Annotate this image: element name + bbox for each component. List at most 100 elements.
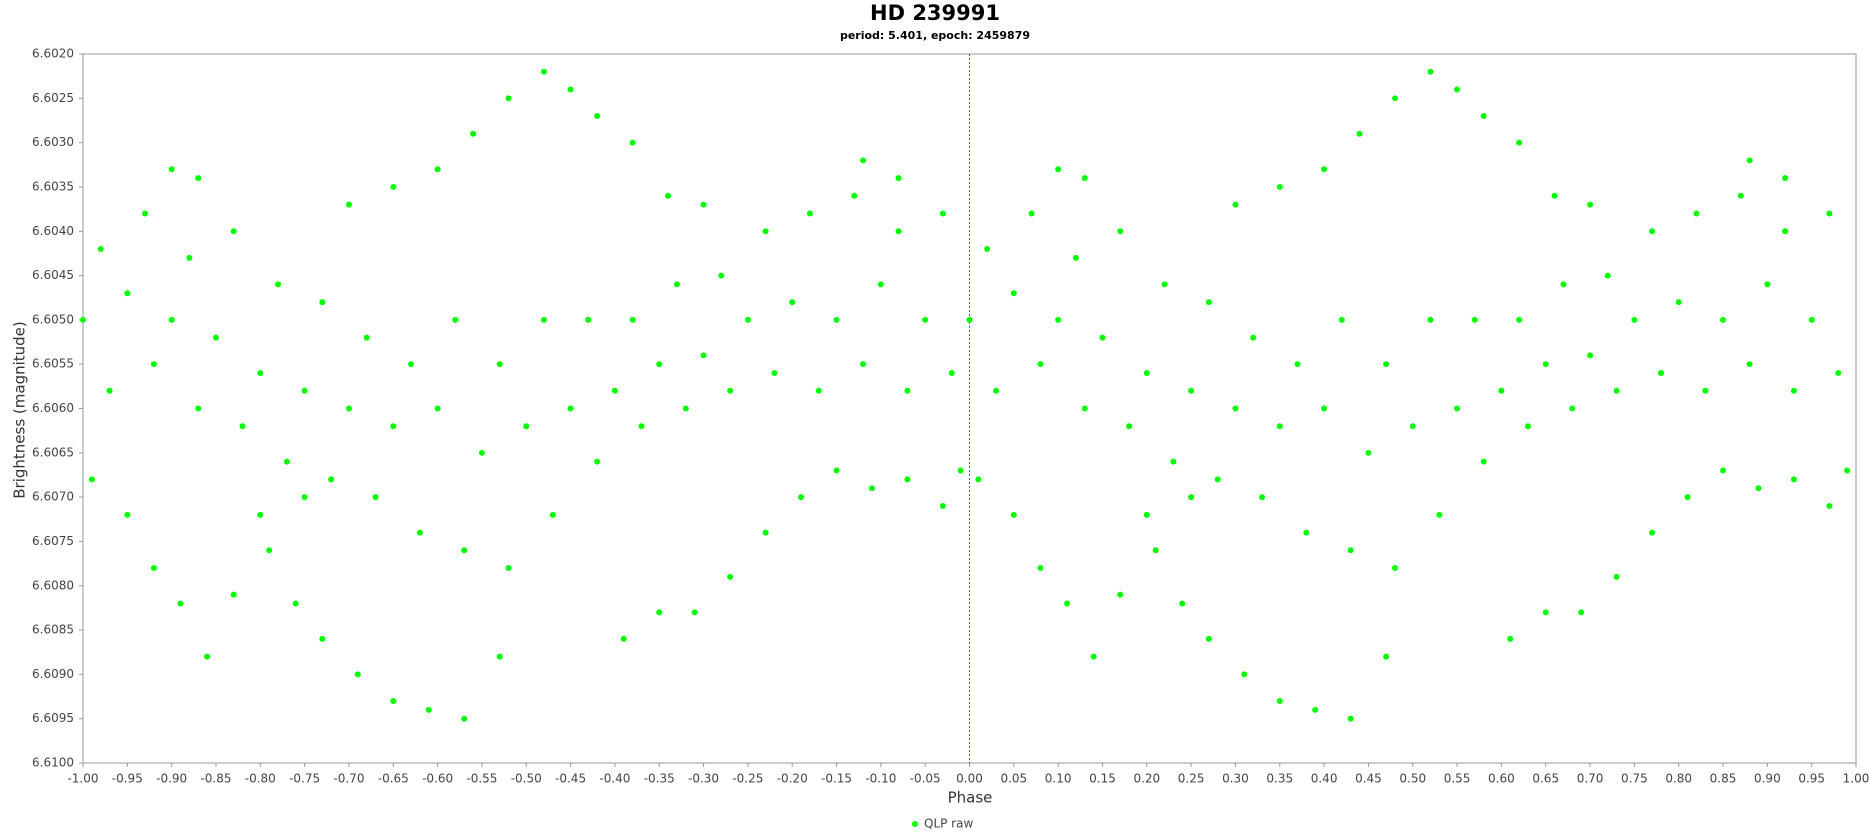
data-point [700, 352, 707, 359]
x-tick-label: -0.75 [289, 772, 320, 786]
x-tick-label: -0.80 [245, 772, 276, 786]
x-tick-label: 0.00 [956, 772, 983, 786]
data-point [1702, 387, 1709, 394]
data-point [1764, 281, 1771, 288]
data-point [195, 405, 202, 412]
data-point [567, 86, 574, 93]
data-point [922, 316, 929, 323]
data-point [1516, 139, 1523, 146]
data-point [80, 316, 86, 323]
data-point [1081, 175, 1088, 182]
data-point [1312, 706, 1319, 713]
data-point [895, 228, 902, 235]
data-point [1826, 502, 1833, 509]
x-tick-label: 0.45 [1355, 772, 1382, 786]
data-point [744, 316, 751, 323]
data-point [1170, 458, 1177, 465]
chart-subtitle: period: 5.401, epoch: 2459879 [840, 29, 1030, 42]
data-point [345, 201, 352, 208]
data-point [540, 68, 547, 75]
chart-title: HD 239991 [870, 1, 1000, 25]
data-point [523, 423, 530, 430]
data-point [1516, 316, 1523, 323]
y-tick-label: 6.6095 [32, 711, 74, 725]
data-point [496, 653, 503, 660]
data-point [88, 476, 95, 483]
data-point [1427, 316, 1434, 323]
data-point [1090, 653, 1097, 660]
data-point [212, 334, 219, 341]
x-tick-label: -0.40 [599, 772, 630, 786]
x-tick-label: -0.10 [865, 772, 896, 786]
x-tick-label: -0.35 [644, 772, 675, 786]
data-point [656, 361, 663, 368]
data-point [1392, 565, 1399, 572]
data-point [1338, 316, 1345, 323]
data-point [1755, 485, 1762, 492]
data-point [1720, 467, 1727, 474]
data-point [860, 157, 867, 164]
x-tick-label: -0.30 [688, 772, 719, 786]
y-tick-label: 6.6060 [32, 401, 74, 415]
data-point [186, 254, 193, 261]
data-point [1232, 201, 1239, 208]
data-point [505, 95, 512, 102]
y-tick-label: 6.6035 [32, 179, 74, 193]
data-point [124, 511, 131, 518]
y-tick-label: 6.6025 [32, 91, 74, 105]
data-point [434, 166, 441, 173]
data-point [939, 210, 946, 217]
x-tick-label: -0.25 [732, 772, 763, 786]
data-point [257, 370, 264, 377]
y-tick-label: 6.6050 [32, 312, 74, 326]
data-point [984, 245, 991, 252]
data-point [993, 387, 1000, 394]
y-tick-label: 6.6070 [32, 490, 74, 504]
x-tick-label: 0.35 [1266, 772, 1293, 786]
data-point [195, 175, 202, 182]
data-point [1099, 334, 1106, 341]
data-point [1746, 361, 1753, 368]
data-point [1657, 370, 1664, 377]
y-tick-label: 6.6030 [32, 135, 74, 149]
data-point [1072, 254, 1079, 261]
data-point [1782, 175, 1789, 182]
data-point [1436, 511, 1443, 518]
x-tick-label: -0.45 [555, 772, 586, 786]
data-point [461, 547, 468, 554]
data-point [1214, 476, 1221, 483]
data-point [1010, 290, 1017, 297]
x-tick-label: -1.00 [67, 772, 98, 786]
data-point [966, 316, 973, 323]
data-point [806, 210, 813, 217]
y-tick-label: 6.6090 [32, 667, 74, 681]
data-point [1790, 387, 1797, 394]
data-point [904, 387, 911, 394]
plot-area [82, 53, 1857, 764]
data-point [718, 272, 725, 279]
data-point [150, 361, 157, 368]
data-point [452, 316, 459, 323]
legend-marker [912, 821, 918, 827]
data-point [620, 635, 627, 642]
x-tick-label: 0.65 [1532, 772, 1559, 786]
data-point [1383, 361, 1390, 368]
data-point [1649, 529, 1656, 536]
x-tick-label: 0.05 [1000, 772, 1027, 786]
data-point [939, 502, 946, 509]
data-point [1542, 609, 1549, 616]
data-point [1356, 130, 1363, 137]
data-point [301, 387, 308, 394]
x-tick-label: 0.25 [1178, 772, 1205, 786]
data-point [1480, 113, 1487, 120]
data-point [877, 281, 884, 288]
x-tick-label: 0.10 [1045, 772, 1072, 786]
data-point [1232, 405, 1239, 412]
data-point [700, 201, 707, 208]
data-point [425, 706, 432, 713]
data-point [638, 423, 645, 430]
data-point [478, 449, 485, 456]
data-point [727, 387, 734, 394]
data-point [1675, 299, 1682, 306]
